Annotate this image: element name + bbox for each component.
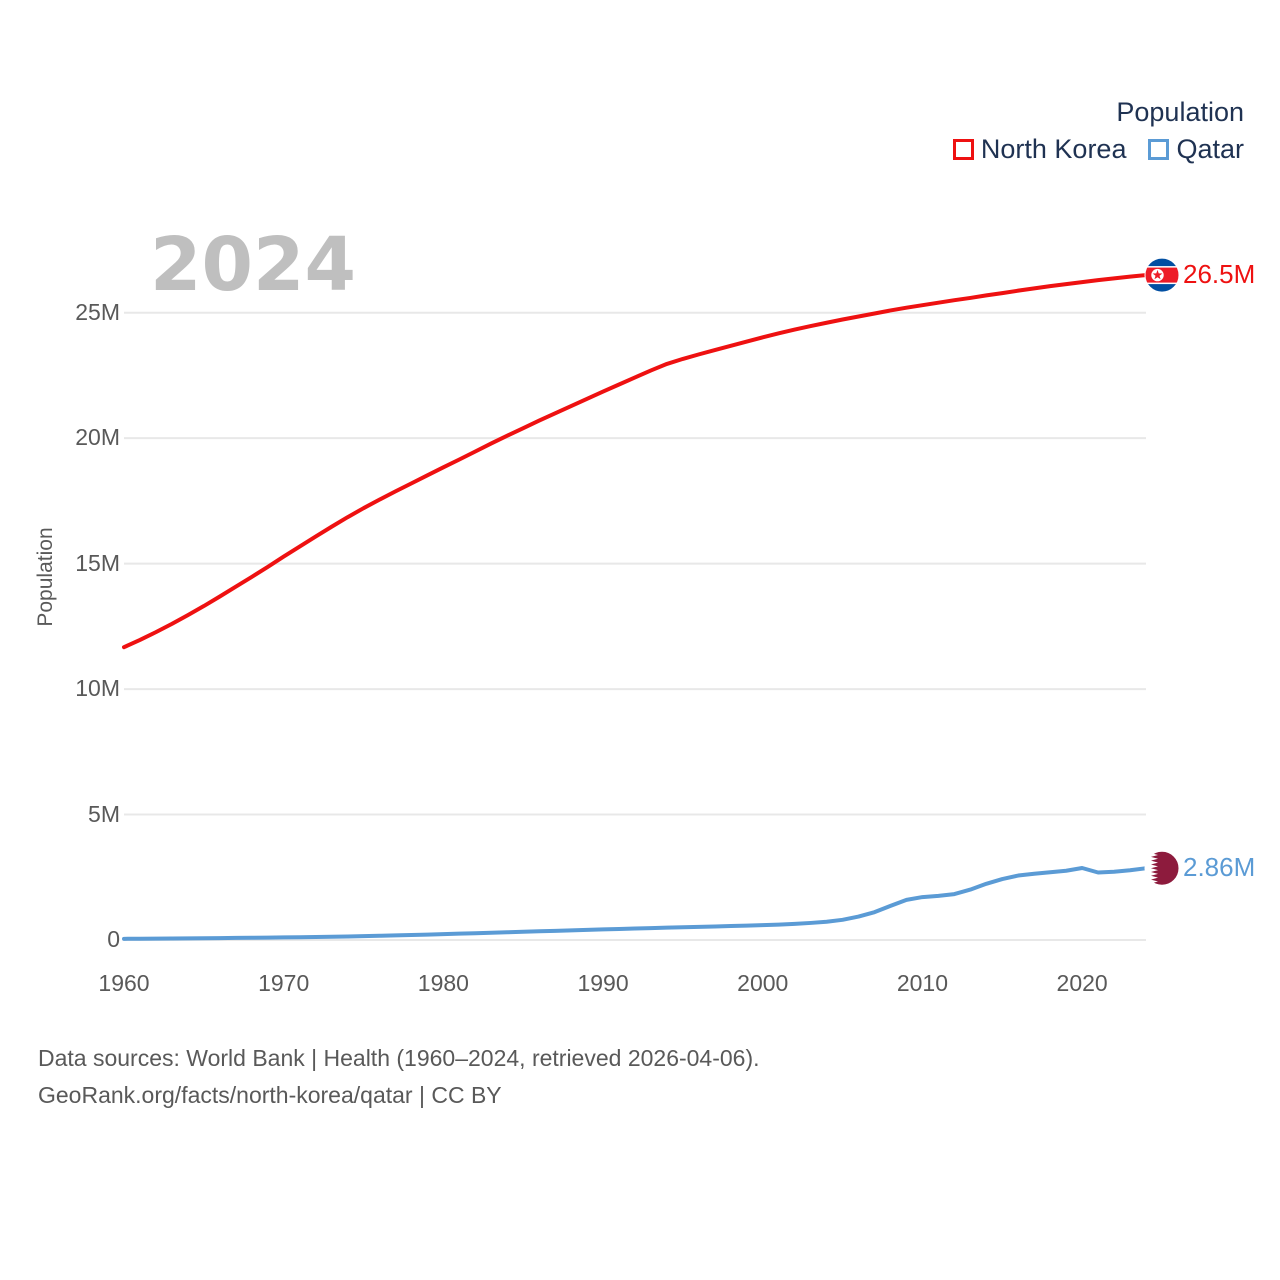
- y-tick-label: 20M: [75, 424, 120, 451]
- footer-line-2[interactable]: GeoRank.org/facts/north-korea/qatar | CC…: [38, 1081, 502, 1108]
- x-tick-label: 1990: [577, 970, 629, 996]
- x-tick-label: 1960: [98, 970, 150, 996]
- line-north-korea: [122, 273, 1148, 650]
- series-lines: [122, 273, 1148, 941]
- legend-item-north-korea[interactable]: North Korea: [952, 133, 1127, 164]
- y-tick-label: 15M: [75, 549, 120, 576]
- legend-item-qatar[interactable]: Qatar: [1148, 133, 1244, 164]
- legend: Population North Korea Qatar: [952, 96, 1244, 164]
- y-tick-label: 10M: [75, 675, 120, 702]
- y-axis-tick-labels: 25M 20M 15M 10M 5M 0: [20, 0, 120, 1280]
- x-tick-label: 2020: [1056, 970, 1108, 996]
- north-korea-flag-icon: [1144, 257, 1180, 293]
- line-qatar: [122, 865, 1148, 941]
- legend-title: Population: [1116, 97, 1244, 127]
- x-axis-tick-labels: 1960 1970 1980 1990 2000 2010 2020: [0, 972, 1280, 1012]
- end-label-north-korea: 26.5M: [1183, 259, 1256, 290]
- x-tick-label: 2000: [737, 970, 789, 996]
- gridlines: [124, 311, 1146, 941]
- legend-swatch-north-korea: [952, 138, 974, 160]
- x-tick-label: 1970: [258, 970, 310, 996]
- legend-label-north-korea: North Korea: [980, 133, 1127, 164]
- end-markers: [1144, 257, 1180, 886]
- y-tick-label: 0: [107, 926, 120, 952]
- x-tick-label: 1980: [417, 970, 469, 996]
- legend-swatch-qatar: [1148, 138, 1170, 160]
- footer-line-1: Data sources: World Bank | Health (1960–…: [38, 1045, 760, 1071]
- legend-label-qatar: Qatar: [1176, 133, 1244, 164]
- end-label-qatar: 2.86M: [1183, 852, 1256, 883]
- year-watermark: 2024: [150, 222, 356, 308]
- footer: Data sources: World Bank | Health (1960–…: [38, 1040, 760, 1114]
- qatar-flag-icon: [1144, 850, 1180, 886]
- y-tick-label: 25M: [75, 298, 120, 325]
- y-tick-label: 5M: [88, 800, 120, 827]
- x-tick-label: 2010: [896, 970, 949, 996]
- legend-items: North Korea Qatar: [952, 133, 1244, 164]
